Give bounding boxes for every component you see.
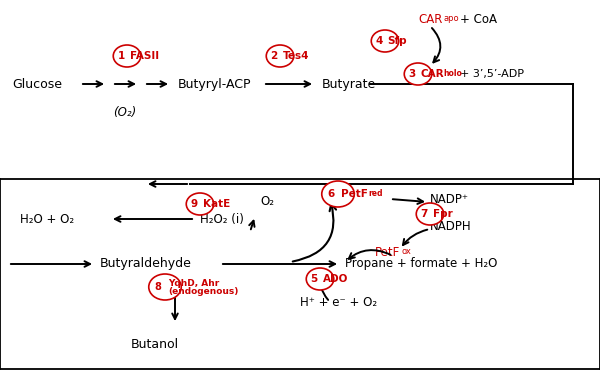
Text: Butyryl-ACP: Butyryl-ACP (178, 77, 251, 91)
Text: 4: 4 (375, 36, 383, 46)
Text: H⁺ + e⁻ + O₂: H⁺ + e⁻ + O₂ (300, 295, 377, 309)
Text: + 3’,5’-ADP: + 3’,5’-ADP (460, 69, 524, 79)
Text: H₂O₂ (i): H₂O₂ (i) (200, 212, 244, 226)
Text: ox: ox (402, 247, 412, 256)
Text: Propane + formate + H₂O: Propane + formate + H₂O (345, 258, 497, 270)
Text: NADPH: NADPH (430, 220, 472, 233)
Ellipse shape (404, 63, 432, 85)
Text: PetF: PetF (375, 245, 400, 258)
Text: (O₂): (O₂) (113, 105, 137, 119)
Ellipse shape (322, 181, 354, 207)
Text: 9: 9 (190, 199, 197, 209)
Text: red: red (368, 189, 383, 198)
Text: Butanol: Butanol (131, 337, 179, 350)
Text: Sfp: Sfp (388, 36, 407, 46)
Text: O₂: O₂ (260, 194, 274, 208)
Text: 2: 2 (271, 51, 278, 61)
Text: apo: apo (443, 14, 458, 23)
Ellipse shape (371, 30, 399, 52)
Text: (endogenous): (endogenous) (168, 286, 239, 295)
Text: 3: 3 (409, 69, 416, 79)
Text: KatE: KatE (203, 199, 230, 209)
Ellipse shape (306, 268, 334, 290)
Ellipse shape (186, 193, 214, 215)
Text: YqhD, Ahr: YqhD, Ahr (168, 279, 220, 288)
Text: PetF: PetF (341, 189, 368, 199)
Text: CAR: CAR (418, 12, 442, 25)
Text: H₂O + O₂: H₂O + O₂ (20, 212, 74, 226)
Text: holo: holo (443, 69, 462, 78)
Text: 6: 6 (327, 189, 334, 199)
Text: 5: 5 (310, 274, 317, 284)
Ellipse shape (149, 274, 181, 300)
Text: FASII: FASII (130, 51, 159, 61)
Text: ADO: ADO (323, 274, 348, 284)
Text: 7: 7 (420, 209, 428, 219)
Text: + CoA: + CoA (460, 12, 497, 25)
Text: Butyrate: Butyrate (322, 77, 376, 91)
Text: NADP⁺: NADP⁺ (430, 193, 469, 205)
Ellipse shape (416, 203, 444, 225)
Ellipse shape (266, 45, 294, 67)
Text: CAR: CAR (421, 69, 445, 79)
Text: Butyraldehyde: Butyraldehyde (100, 258, 192, 270)
Text: Glucose: Glucose (12, 77, 62, 91)
Text: 1: 1 (118, 51, 125, 61)
Text: Fpr: Fpr (433, 209, 452, 219)
Text: Tes4: Tes4 (283, 51, 309, 61)
Ellipse shape (113, 45, 141, 67)
Text: 8: 8 (154, 282, 161, 292)
